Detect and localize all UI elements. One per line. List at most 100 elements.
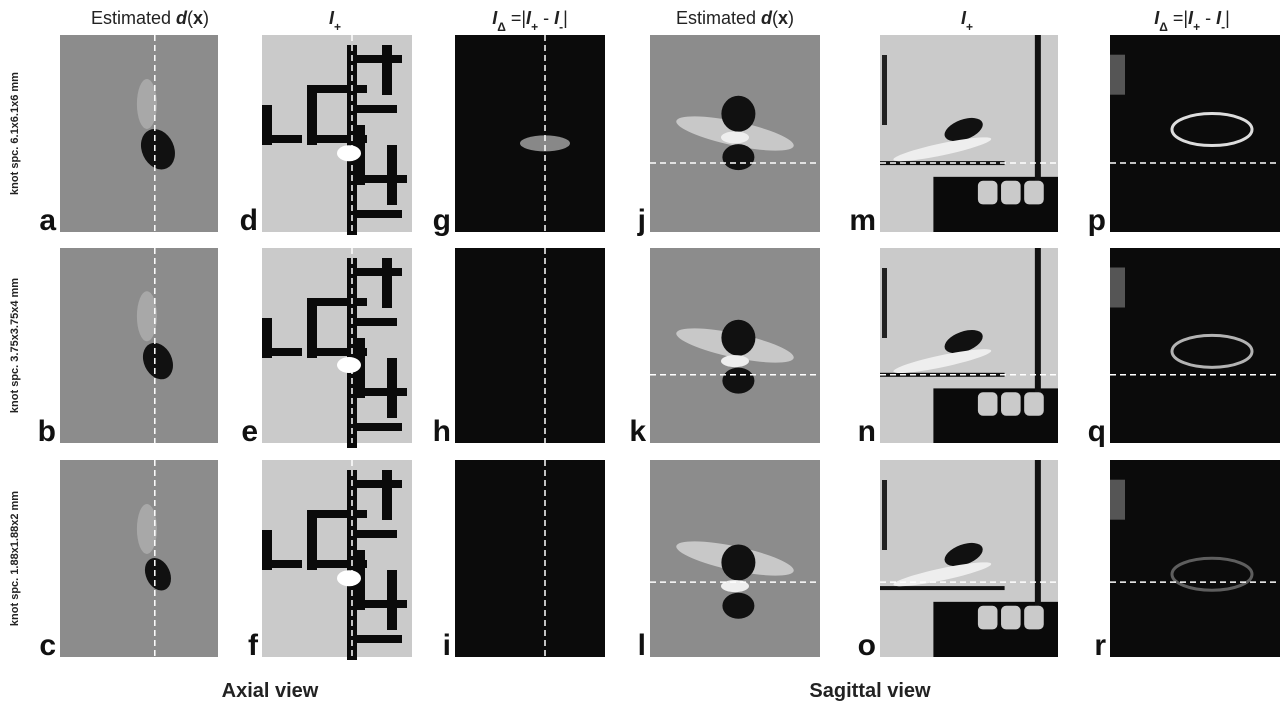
artifact <box>337 145 361 161</box>
phantom-bar <box>307 298 367 306</box>
phantom-edge <box>882 55 887 125</box>
panel-bg <box>455 460 605 657</box>
phantom-bar <box>307 85 367 93</box>
image-panel <box>60 460 218 657</box>
panel-letter: d <box>240 204 258 237</box>
phantom-edge <box>1035 248 1041 394</box>
column-header: IΔ =|I+ - I-| <box>492 8 568 34</box>
panel-letter: e <box>241 415 258 448</box>
phantom-cell <box>1001 392 1021 415</box>
phantom-cell <box>1001 181 1021 205</box>
column-header: I+ <box>961 8 973 34</box>
column-header: Estimated d(x) <box>91 8 209 28</box>
panel-letter: l <box>638 629 646 662</box>
deformation-white <box>721 131 749 143</box>
phantom-bar <box>382 45 392 95</box>
footer-label: Axial view <box>222 680 319 702</box>
panel-bg <box>60 460 218 657</box>
panel-letter: j <box>637 204 646 237</box>
deformation-bright <box>137 504 157 554</box>
phantom-bar <box>357 600 407 608</box>
panel-bg <box>1110 248 1280 443</box>
header-part: ) <box>203 8 209 28</box>
phantom-edge <box>880 586 1005 590</box>
header-part: =| <box>1168 8 1188 28</box>
deformation-blob <box>721 320 755 356</box>
phantom-cell <box>1024 392 1044 415</box>
image-panel <box>650 35 820 232</box>
panel-bg <box>455 35 605 232</box>
panel-letter: c <box>39 629 56 662</box>
header-part: | <box>1225 8 1230 28</box>
panel-letter: h <box>433 415 451 448</box>
phantom-cell <box>978 392 998 415</box>
phantom-bar <box>262 560 302 568</box>
column-header: I+ <box>329 8 341 34</box>
image-panel <box>455 460 605 657</box>
panel-letter: p <box>1088 204 1106 237</box>
deformation-bright <box>137 79 157 129</box>
phantom-bar <box>382 470 392 520</box>
header-part: x <box>778 8 788 28</box>
header-part: + <box>966 20 973 34</box>
panel-letter: b <box>38 415 56 448</box>
deformation-white <box>721 355 749 367</box>
figure: Axial view Sagittal view Estimated d(x)I… <box>0 0 1280 704</box>
image-panel <box>60 248 218 443</box>
column-header: IΔ =|I+ - I-| <box>1154 8 1230 34</box>
phantom-bar <box>262 135 302 143</box>
image-panel <box>880 248 1058 443</box>
phantom-edge <box>882 268 887 338</box>
image-panel <box>262 35 412 235</box>
header-part: + <box>334 20 341 34</box>
phantom-bar <box>357 388 407 396</box>
panel-letter: g <box>433 204 451 237</box>
panel-bg <box>60 35 218 232</box>
image-panel <box>455 248 605 443</box>
artifact <box>337 570 361 586</box>
deformation-blob <box>721 544 755 580</box>
phantom-bar <box>352 55 402 63</box>
phantom-bar <box>387 570 397 630</box>
phantom-bar <box>357 530 397 538</box>
phantom-bar <box>262 348 302 356</box>
panel-letter: m <box>849 204 876 237</box>
row-label: knot spc. 1.88x1.88x2 mm <box>9 491 21 626</box>
phantom-bar <box>357 318 397 326</box>
column-header: Estimated d(x) <box>676 8 794 28</box>
header-part: + <box>531 20 538 34</box>
difference-texture <box>1110 55 1125 95</box>
header-part: - <box>538 8 554 28</box>
panel-letter: o <box>858 629 876 662</box>
phantom-cell <box>1001 606 1021 630</box>
image-panel <box>262 248 412 448</box>
image-panel <box>880 460 1058 657</box>
header-part: + <box>1193 20 1200 34</box>
deformation-blob <box>722 593 754 619</box>
phantom-cell <box>978 181 998 205</box>
row-label: knot spc. 3.75x3.75x4 mm <box>9 278 21 413</box>
phantom-bar <box>357 105 397 113</box>
panel-bg <box>455 248 605 443</box>
phantom-bar <box>307 510 367 518</box>
image-panel <box>60 35 218 232</box>
panel-letter: a <box>39 204 56 237</box>
header-part: Estimated <box>676 8 761 28</box>
deformation-bright <box>137 291 157 341</box>
difference-texture <box>1110 480 1125 520</box>
panel-letter: n <box>858 415 876 448</box>
phantom-bar <box>352 423 402 431</box>
panel-bg <box>60 248 218 443</box>
phantom-cell <box>1024 181 1044 205</box>
header-part: ) <box>788 8 794 28</box>
deformation-blob <box>722 144 754 170</box>
deformation-blob <box>721 96 755 132</box>
phantom-edge <box>1035 35 1041 183</box>
image-panel <box>1110 248 1280 443</box>
panel-letter: q <box>1088 415 1106 448</box>
phantom-bar <box>357 175 407 183</box>
phantom-bar <box>352 635 402 643</box>
phantom-edge <box>1035 460 1041 608</box>
header-part: | <box>563 8 568 28</box>
header-part: - <box>1200 8 1216 28</box>
